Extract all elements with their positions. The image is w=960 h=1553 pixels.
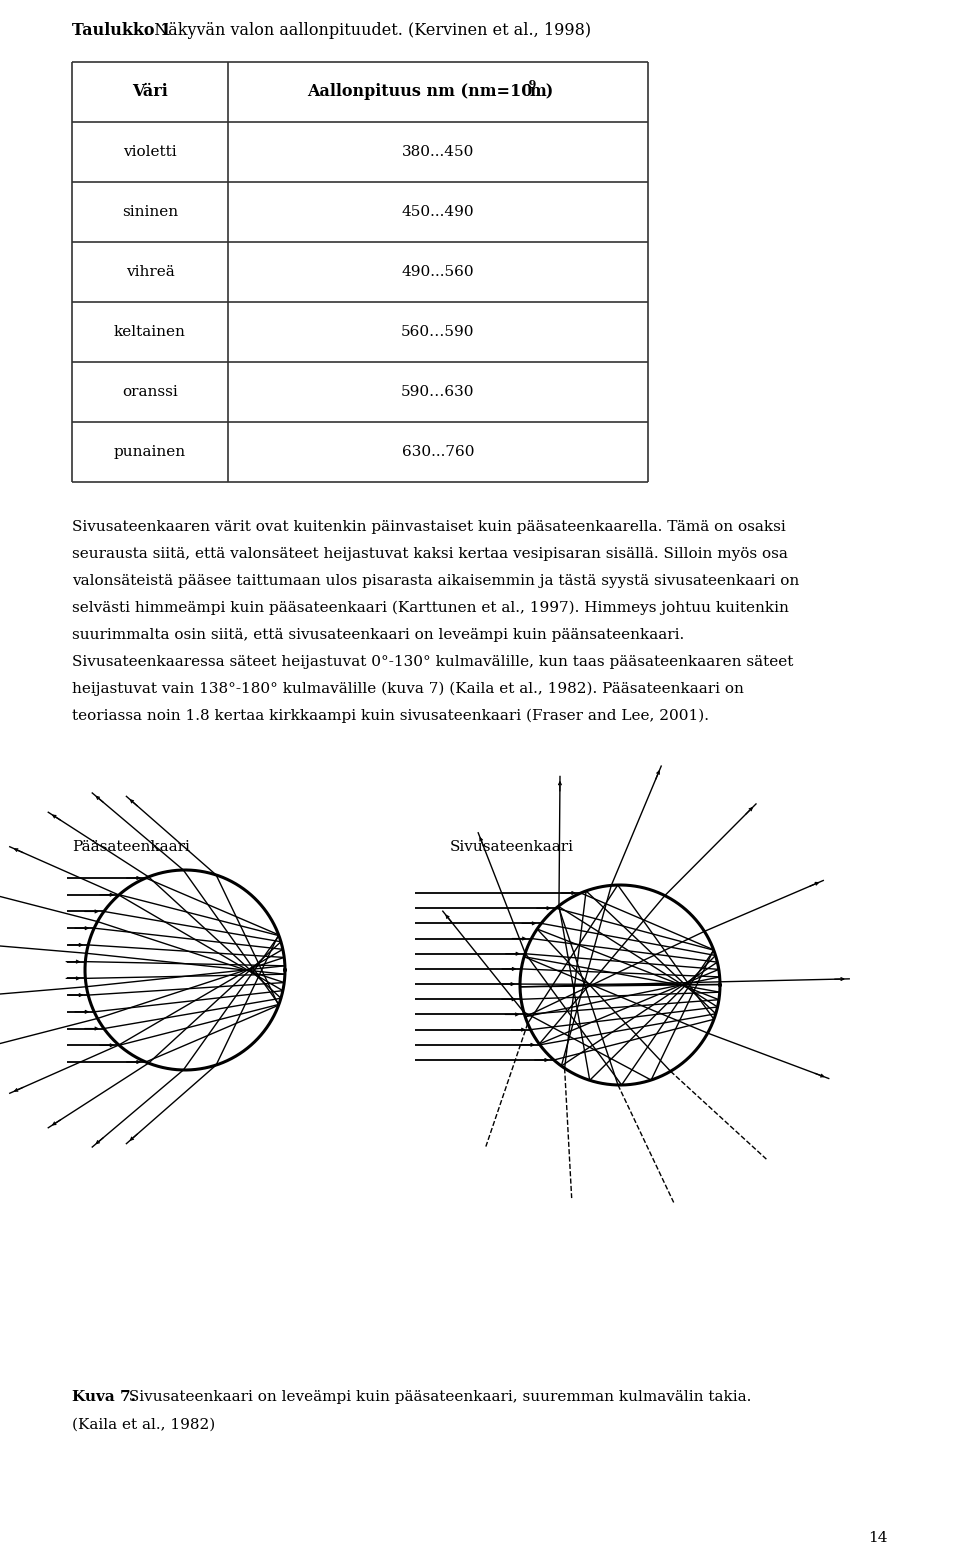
Text: 14: 14 — [869, 1531, 888, 1545]
Text: Sivusateenkaari on leveämpi kuin pääsateenkaari, suuremman kulmavälin takia.: Sivusateenkaari on leveämpi kuin pääsate… — [124, 1390, 752, 1404]
Text: m): m) — [530, 84, 554, 101]
Text: sininen: sininen — [122, 205, 178, 219]
Text: valonsäteistä pääsee taittumaan ulos pisarasta aikaisemmin ja tästä syystä sivus: valonsäteistä pääsee taittumaan ulos pis… — [72, 575, 800, 589]
Text: Sivusateenkaaren värit ovat kuitenkin päinvastaiset kuin pääsateenkaarella. Tämä: Sivusateenkaaren värit ovat kuitenkin pä… — [72, 520, 785, 534]
Text: suurimmalta osin siitä, että sivusateenkaari on leveämpi kuin päänsateenkaari.: suurimmalta osin siitä, että sivusateenk… — [72, 627, 684, 641]
Text: heijastuvat vain 138°-180° kulmavälille (kuva 7) (Kaila et al., 1982). Pääsateen: heijastuvat vain 138°-180° kulmavälille … — [72, 682, 744, 696]
Text: 450...490: 450...490 — [401, 205, 474, 219]
Text: Aallonpituus nm (nm=10: Aallonpituus nm (nm=10 — [307, 84, 533, 101]
Text: 560…590: 560…590 — [401, 325, 475, 339]
Text: seurausta siitä, että valonsäteet heijastuvat kaksi kertaa vesipisaran sisällä. : seurausta siitä, että valonsäteet heijas… — [72, 547, 788, 561]
Text: Väri: Väri — [132, 84, 168, 101]
Text: Kuva 7.: Kuva 7. — [72, 1390, 136, 1404]
Text: (Kaila et al., 1982): (Kaila et al., 1982) — [72, 1418, 215, 1432]
Text: 630...760: 630...760 — [401, 446, 474, 460]
Text: vihreä: vihreä — [126, 266, 175, 280]
Text: Pääsateenkaari: Pääsateenkaari — [72, 840, 190, 854]
Text: Taulukko 1: Taulukko 1 — [72, 22, 172, 39]
Text: Sivusateenkaari: Sivusateenkaari — [450, 840, 574, 854]
Text: oranssi: oranssi — [122, 385, 178, 399]
Text: selvästi himmeämpi kuin pääsateenkaari (Karttunen et al., 1997). Himmeys johtuu : selvästi himmeämpi kuin pääsateenkaari (… — [72, 601, 789, 615]
Text: punainen: punainen — [114, 446, 186, 460]
Text: 490...560: 490...560 — [401, 266, 474, 280]
Text: . Näkyvän valon aallonpituudet. (Kervinen et al., 1998): . Näkyvän valon aallonpituudet. (Kervine… — [144, 22, 591, 39]
Text: 590…630: 590…630 — [401, 385, 475, 399]
Text: keltainen: keltainen — [114, 325, 186, 339]
Text: teoriassa noin 1.8 kertaa kirkkaampi kuin sivusateenkaari (Fraser and Lee, 2001): teoriassa noin 1.8 kertaa kirkkaampi kui… — [72, 710, 709, 724]
Text: violetti: violetti — [123, 144, 177, 158]
Text: Sivusateenkaaressa säteet heijastuvat 0°-130° kulmavälille, kun taas pääsateenka: Sivusateenkaaressa säteet heijastuvat 0°… — [72, 655, 793, 669]
Text: -9: -9 — [525, 79, 538, 90]
Text: 380...450: 380...450 — [402, 144, 474, 158]
